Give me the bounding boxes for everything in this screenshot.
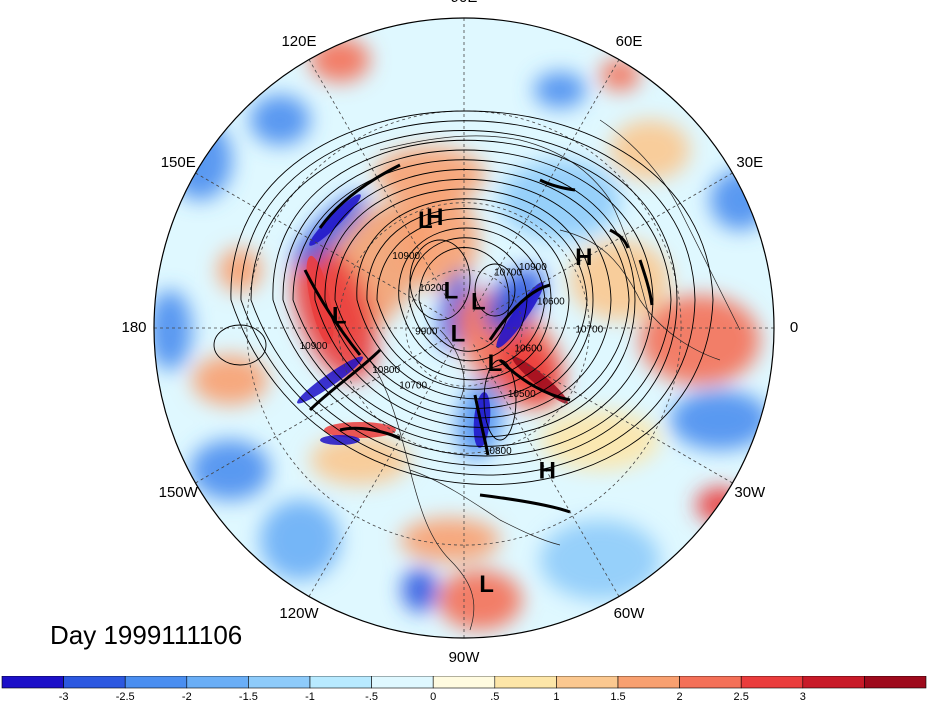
- colorbar: -3 -2.5 -2 -1.5 -1 -.5 0 .5 1 1.5 2 2.5 3: [1, 676, 927, 702]
- longitude-label: 60W: [614, 605, 646, 622]
- colorbar-box: [740, 676, 804, 689]
- colorbar-tick-label: -1.5: [239, 691, 258, 702]
- contour-label: 10700: [494, 268, 522, 279]
- colorbar-box: [1, 676, 64, 689]
- low-pressure-marker: L: [444, 277, 459, 304]
- contour-label: 10700: [575, 324, 603, 335]
- longitude-label: 0: [790, 319, 798, 336]
- longitude-label: 60E: [616, 33, 643, 50]
- low-pressure-marker: L: [332, 302, 347, 329]
- longitude-label: 150W: [159, 484, 199, 501]
- day-label: Day 1999111106: [50, 620, 243, 650]
- contour-label: 10500: [508, 389, 536, 400]
- colorbar-tick-label: 3: [800, 691, 806, 702]
- colorbar-box: [371, 676, 434, 689]
- contour-label: 10700: [399, 381, 427, 392]
- longitude-label: 120E: [281, 33, 316, 50]
- longitude-label: 180: [121, 319, 146, 336]
- longitude-label: 30W: [734, 484, 766, 501]
- longitude-label: 150E: [161, 154, 196, 171]
- colorbar-box: [248, 676, 311, 689]
- contour-label: 10900: [519, 262, 547, 273]
- colorbar-box: [556, 676, 619, 689]
- contour-label: 9900: [415, 327, 438, 338]
- colorbar-box: [124, 676, 188, 689]
- contour-label: 10200: [419, 283, 447, 294]
- colorbar-box: [309, 676, 372, 689]
- colorbar-box: [679, 676, 742, 689]
- contour-label: 10600: [514, 343, 542, 354]
- colorbar-tick-label: 2: [677, 691, 683, 702]
- thick-contours: [303, 163, 654, 514]
- colorbar-tick-label: 1: [553, 691, 559, 702]
- contour-labels: 1090010900107001060010700106001050010800…: [300, 251, 604, 457]
- colorbar-tick-label: -2: [182, 691, 192, 702]
- colorbar-tick-label: 0: [430, 691, 436, 702]
- high-pressure-marker: H: [575, 244, 592, 271]
- low-pressure-marker: L: [451, 321, 466, 348]
- colorbar-box: [864, 676, 927, 689]
- colorbar-box: [617, 676, 680, 689]
- colorbar-tick-label: 2.5: [734, 691, 749, 702]
- colorbar-tick-label: -3: [59, 691, 69, 702]
- height-contours: [213, 110, 714, 485]
- contour-label: 10900: [300, 341, 328, 352]
- contour-label: 10800: [484, 446, 512, 457]
- contour-label: 10800: [372, 365, 400, 376]
- colorbar-box: [63, 676, 126, 689]
- high-pressure-marker: H: [426, 204, 443, 231]
- colorbar-tick-label: -1: [305, 691, 315, 702]
- longitude-label: 30E: [736, 154, 763, 171]
- colorbar-box: [186, 676, 249, 689]
- polar-map: 1090010900107001060010700106001050010800…: [121, 0, 798, 666]
- colorbar-box: [802, 676, 865, 689]
- colorbar-box: [494, 676, 557, 689]
- colorbar-tick-label: 1.5: [610, 691, 625, 702]
- low-pressure-marker: L: [488, 350, 503, 377]
- colorbar-box: [432, 676, 496, 689]
- map-border: [153, 17, 775, 639]
- colorbar-tick-label: .5: [490, 691, 499, 702]
- longitude-label: 120W: [279, 605, 319, 622]
- colorbar-tick-label: -.5: [365, 691, 378, 702]
- contour-label: 10600: [537, 297, 565, 308]
- longitude-label: 90W: [449, 649, 481, 666]
- high-pressure-marker: H: [539, 458, 556, 485]
- low-pressure-marker: L: [471, 289, 486, 316]
- colorbar-tick-label: -2.5: [116, 691, 135, 702]
- longitude-labels: 90E 60E 30E 0 30W 60W 90W 120W 150W 180 150E 120E: [121, 0, 798, 666]
- coastlines: [369, 119, 741, 631]
- longitude-label: 90E: [451, 0, 478, 6]
- contour-label: 10900: [392, 251, 420, 262]
- low-pressure-marker: L: [479, 571, 494, 598]
- low-pressure-marker: L: [418, 207, 433, 234]
